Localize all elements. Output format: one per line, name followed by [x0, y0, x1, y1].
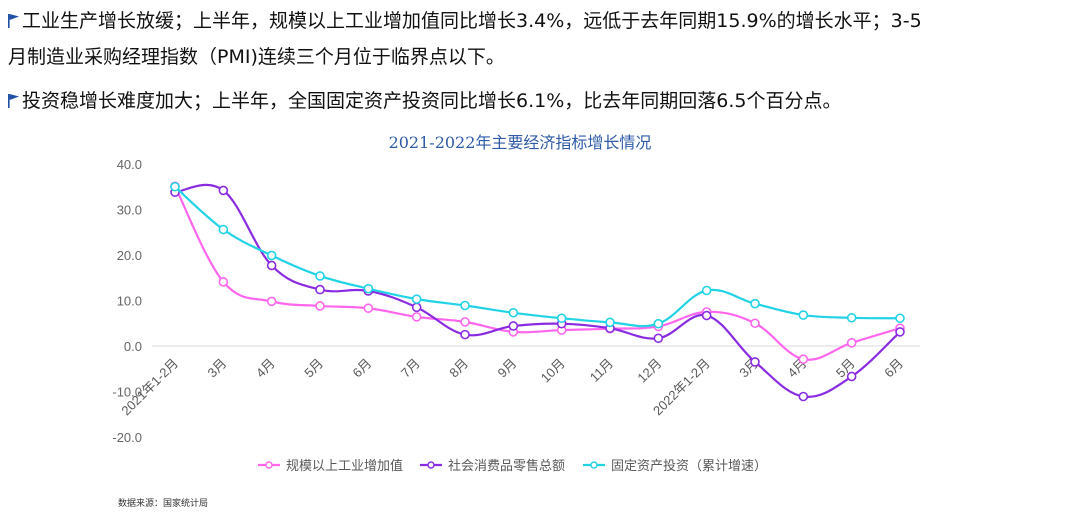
data-point [460, 329, 470, 340]
data-point [315, 301, 325, 311]
flag-icon [8, 94, 19, 108]
y-tick-label: -10.0 [112, 385, 142, 400]
bullet-industrial-text-cont: 月制造业采购经理指数（PMI)连续三个月位于临界点以下。 [8, 46, 505, 68]
data-point [846, 312, 857, 323]
chart-title: 2021-2022年主要经济指标增长情况 [389, 133, 652, 152]
data-point [701, 285, 712, 296]
data-point [508, 321, 519, 331]
x-tick-label: 6月 [350, 356, 375, 381]
y-tick-label: 30.0 [117, 203, 142, 218]
data-point [363, 303, 374, 314]
y-tick-label: 10.0 [117, 294, 142, 309]
y-tick-label: -20.0 [112, 430, 142, 445]
legend-marker [427, 461, 435, 469]
data-point [798, 391, 809, 402]
x-tick-label: 8月 [446, 356, 471, 381]
y-tick-label: 20.0 [117, 248, 142, 263]
x-tick-label: 10月 [538, 356, 568, 386]
data-point [798, 310, 809, 320]
x-tick-label: 7月 [398, 356, 423, 381]
x-tick-label: 12月 [634, 356, 664, 386]
legend-label: 社会消费品零售总额 [448, 458, 565, 473]
data-point [750, 318, 760, 329]
data-point [411, 294, 422, 304]
x-tick-label: 4月 [253, 356, 278, 381]
series-line [174, 185, 901, 361]
data-point [460, 300, 470, 311]
data-point [895, 327, 905, 337]
data-point [460, 317, 470, 327]
data-point [653, 333, 664, 344]
bullet-industrial-text: 工业生产增长放缓；上半年，规模以上工业增加值同比增长3.4%，远低于去年同期15… [22, 10, 922, 32]
data-point [315, 271, 325, 281]
x-tick-label: 3月 [205, 356, 230, 381]
chart-svg: 2021-2022年主要经济指标增长情况 40.0 30.0 20.0 10.0 0.0… [112, 133, 920, 473]
bullet-investment-text: 投资稳增长难度加大；上半年，全国固定资产投资同比增长6.1%，比去年同期回落6.… [22, 90, 842, 112]
data-point [266, 296, 277, 307]
data-point [750, 357, 760, 367]
data-point [315, 284, 325, 295]
legend-label: 固定资产投资（累计增速） [611, 458, 767, 473]
series-line [174, 183, 901, 398]
bullet-investment: 投资稳增长难度加大；上半年，全国固定资产投资同比增长6.1%，比去年同期回落6.… [8, 89, 842, 113]
data-point [653, 318, 664, 329]
data-point [266, 260, 277, 271]
legend-marker [265, 461, 273, 469]
bullet-industrial-cont: 月制造业采购经理指数（PMI)连续三个月位于临界点以下。 [8, 45, 505, 69]
data-point [701, 310, 712, 321]
data-point [266, 250, 277, 261]
legend-label: 规模以上工业增加值 [286, 458, 403, 473]
bullet-industrial: 工业生产增长放缓；上半年，规模以上工业增加值同比增长3.4%，远低于去年同期15… [8, 9, 922, 33]
legend-marker [590, 461, 598, 469]
data-point [508, 307, 519, 318]
x-tick-label: 11月 [587, 356, 616, 385]
x-tick-label: 5月 [301, 356, 326, 381]
data-point [411, 302, 422, 313]
data-point [556, 313, 567, 324]
data-point [895, 313, 905, 324]
data-point [218, 224, 229, 235]
economic-indicators-chart: 2021-2022年主要经济指标增长情况 40.0 30.0 20.0 10.0 0.0… [0, 120, 1080, 515]
data-point [798, 354, 809, 364]
y-tick-label: 0.0 [124, 339, 142, 354]
y-tick-label: 40.0 [117, 157, 142, 172]
series-line [174, 185, 901, 328]
data-point [846, 338, 857, 348]
data-point [170, 181, 180, 192]
data-point [750, 298, 760, 309]
data-point [846, 371, 857, 382]
x-tick-label: 6月 [881, 356, 906, 381]
data-point [605, 317, 615, 328]
flag-icon [8, 14, 19, 28]
data-point [218, 185, 229, 196]
data-source-note: 数据来源：国家统计局 [118, 499, 209, 509]
x-tick-label: 9月 [495, 356, 520, 381]
data-point [411, 312, 422, 322]
data-point [363, 283, 374, 294]
data-point [218, 277, 229, 287]
